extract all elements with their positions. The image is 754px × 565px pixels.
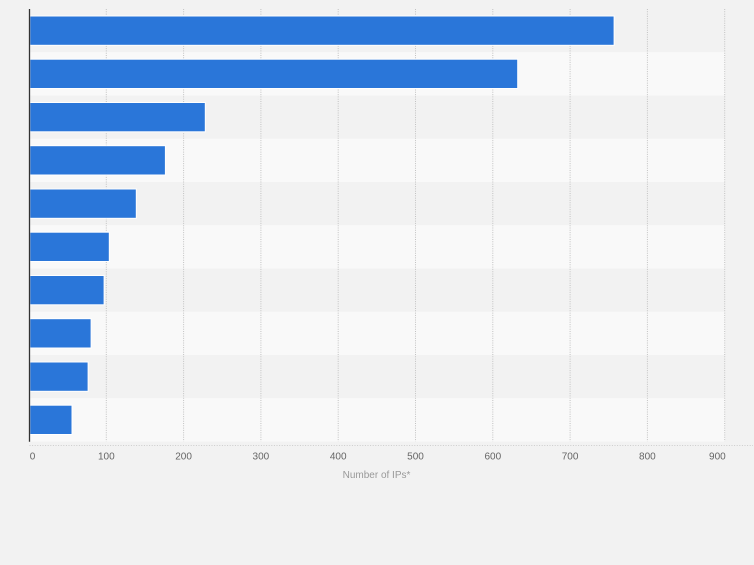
svg-text:500: 500 — [407, 452, 424, 463]
svg-text:600: 600 — [484, 452, 501, 463]
svg-text:900: 900 — [709, 452, 726, 463]
svg-text:300: 300 — [253, 452, 270, 463]
svg-text:700: 700 — [562, 452, 579, 463]
svg-text:0: 0 — [30, 452, 36, 463]
svg-text:400: 400 — [330, 452, 347, 463]
svg-text:800: 800 — [639, 452, 656, 463]
svg-text:Number of IPs*: Number of IPs* — [343, 470, 411, 481]
svg-text:200: 200 — [175, 452, 192, 463]
svg-text:100: 100 — [98, 452, 115, 463]
